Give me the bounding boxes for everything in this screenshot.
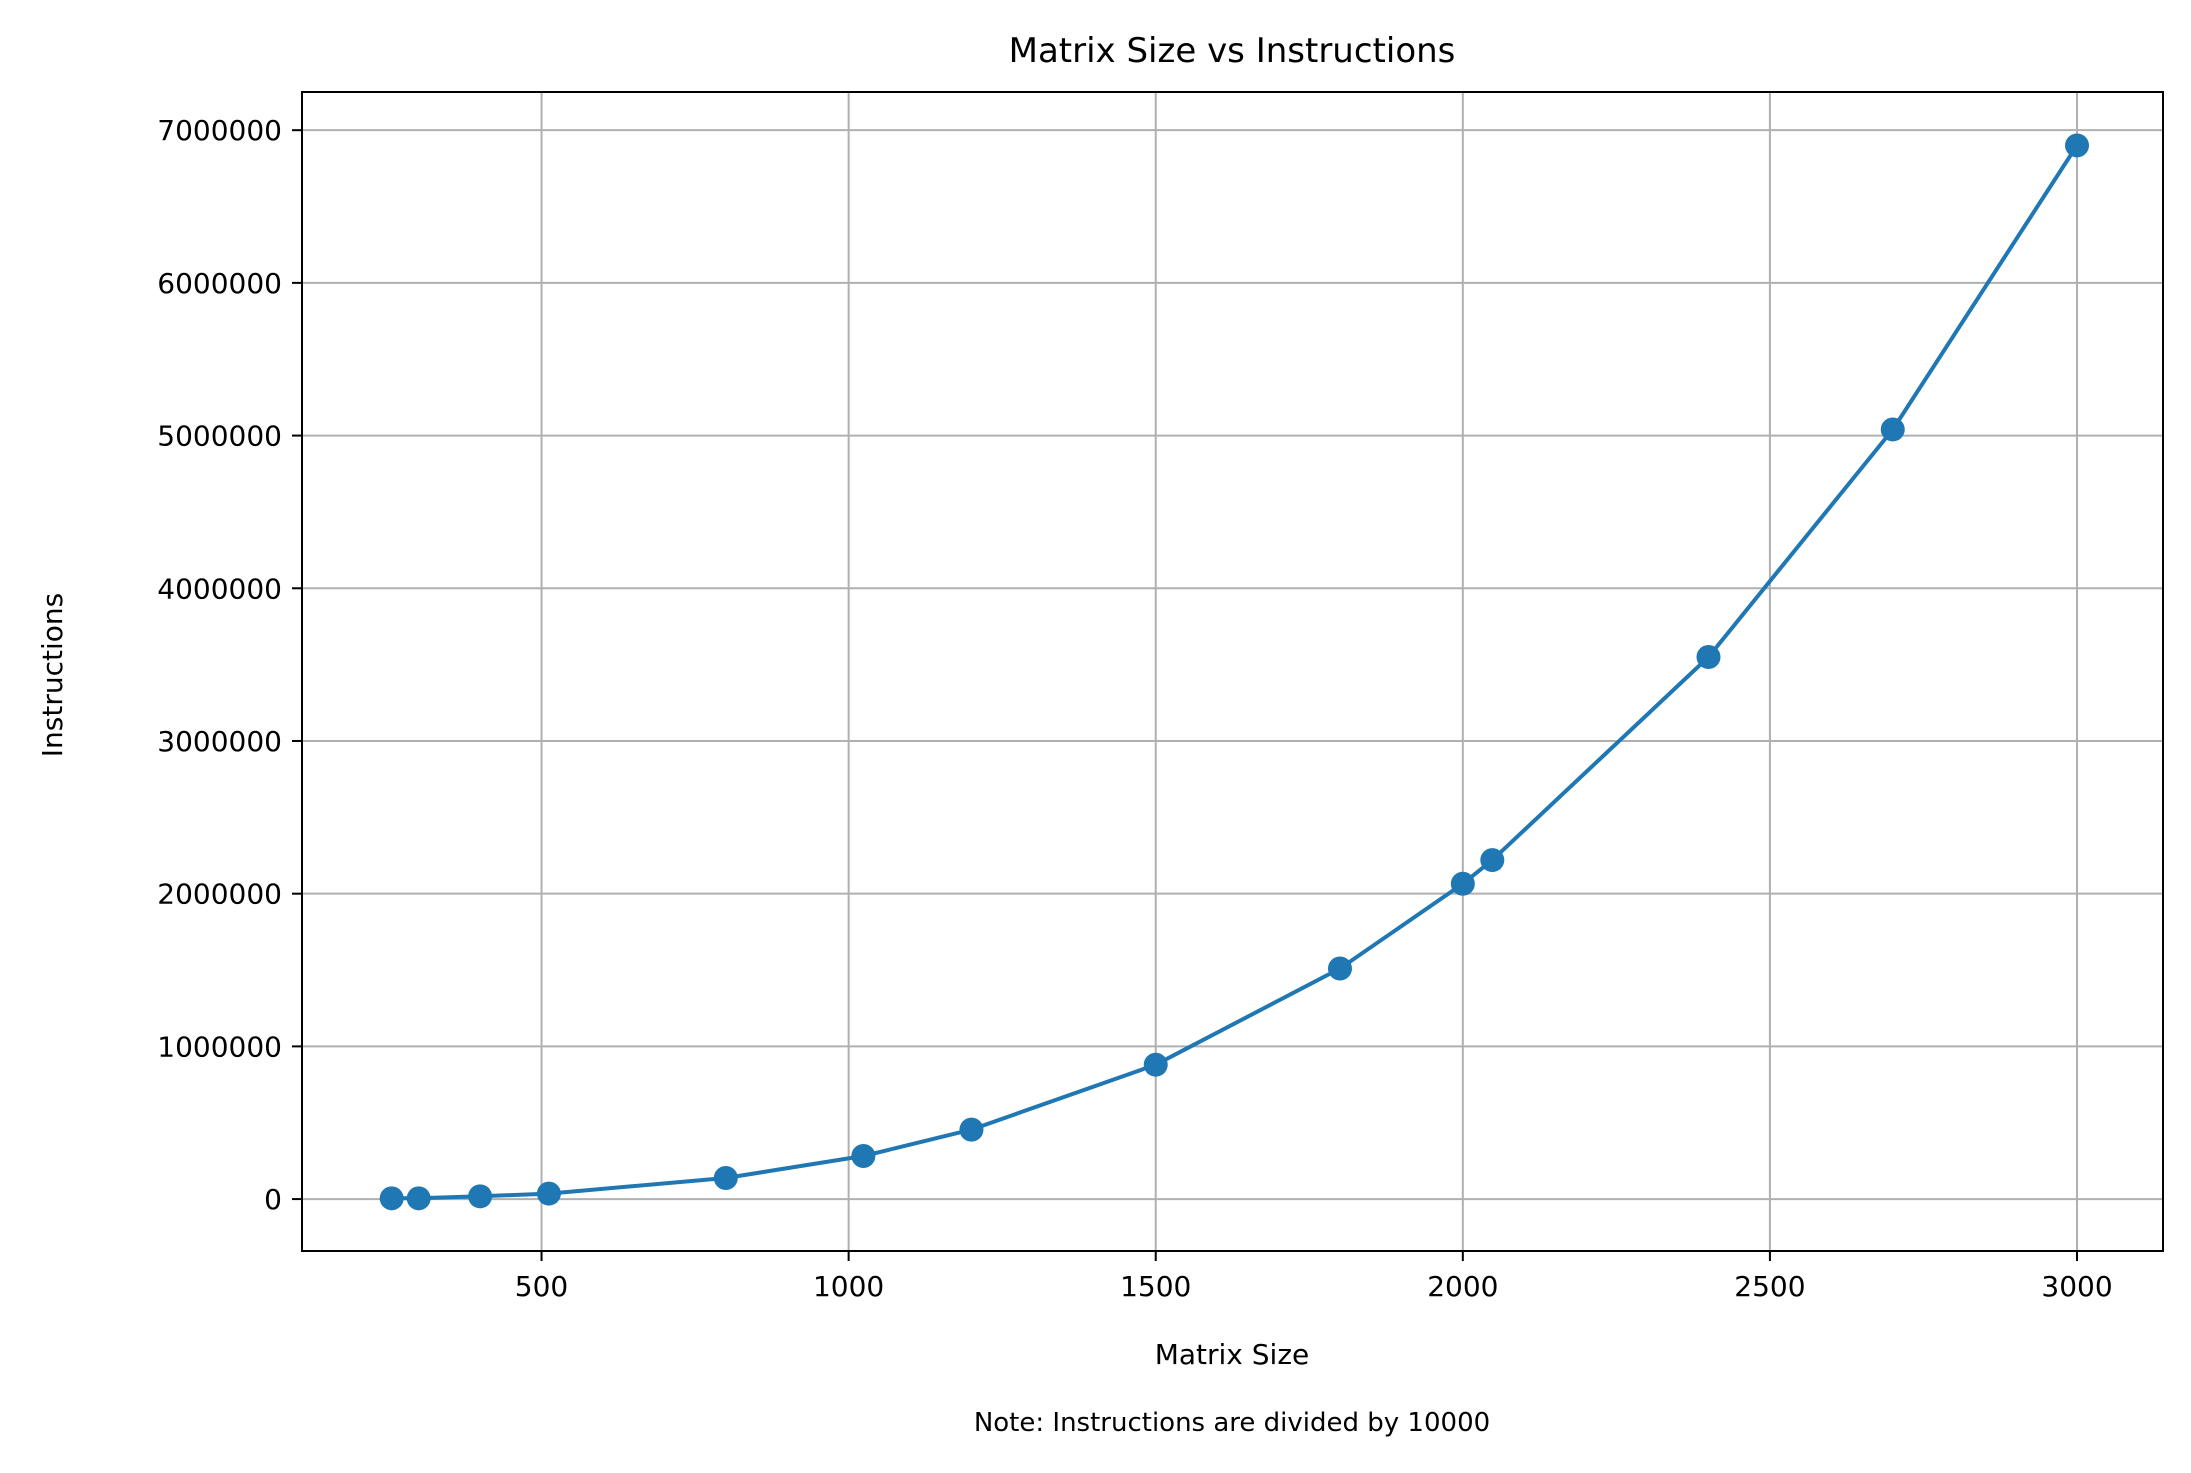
- data-point: [406, 1186, 431, 1211]
- series-layer: [379, 133, 2090, 1211]
- x-tick-label: 1500: [1120, 1270, 1191, 1303]
- data-point: [1327, 956, 1352, 981]
- y-tick-label: 3000000: [157, 725, 282, 758]
- data-point: [2065, 133, 2090, 158]
- data-point: [536, 1181, 561, 1206]
- x-tick-label: 1000: [813, 1270, 884, 1303]
- y-tick-label: 1000000: [157, 1030, 282, 1063]
- chart-title: Matrix Size vs Instructions: [1009, 31, 1456, 71]
- data-point: [713, 1166, 738, 1191]
- data-point: [851, 1144, 876, 1169]
- chart-note: Note: Instructions are divided by 10000: [974, 1408, 1490, 1438]
- x-tick-label: 500: [515, 1270, 568, 1303]
- y-tick-label: 4000000: [157, 572, 282, 605]
- data-point: [1880, 417, 1905, 442]
- data-point: [1143, 1052, 1168, 1077]
- y-axis-label: Instructions: [36, 593, 69, 757]
- data-point: [1480, 848, 1505, 873]
- x-axis-label: Matrix Size: [1155, 1338, 1310, 1371]
- y-tick-label: 6000000: [157, 267, 282, 300]
- data-point: [468, 1184, 493, 1209]
- data-point: [1450, 871, 1475, 896]
- y-tick-label: 7000000: [157, 114, 282, 147]
- x-tick-label: 2500: [1734, 1270, 1805, 1303]
- plot-frame: [301, 91, 2164, 1252]
- data-point: [959, 1117, 984, 1142]
- x-tick-label: 3000: [2041, 1270, 2112, 1303]
- y-tick-label: 5000000: [157, 420, 282, 453]
- y-tick-label: 0: [264, 1183, 282, 1216]
- data-point: [1696, 644, 1721, 669]
- data-point: [379, 1186, 404, 1211]
- axis-ticks: 500 1000 1500 2000 2500 3000 0 1000000 2000000 30…: [157, 114, 2112, 1303]
- y-tick-label: 2000000: [157, 878, 282, 911]
- x-tick-label: 2000: [1427, 1270, 1498, 1303]
- grid-lines: [302, 92, 2163, 1251]
